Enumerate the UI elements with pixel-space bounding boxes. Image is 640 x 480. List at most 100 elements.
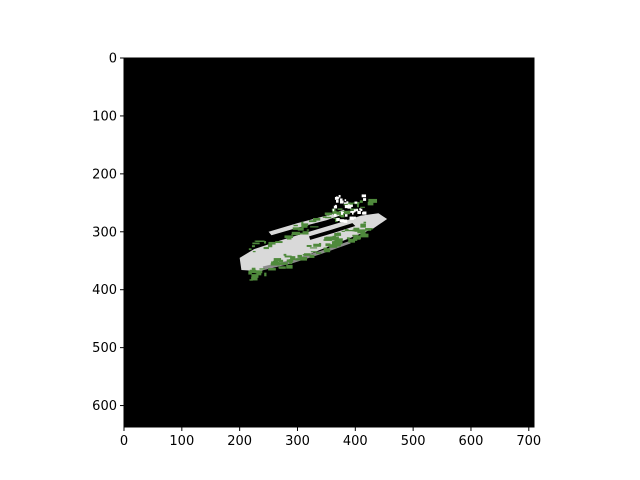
vegetation-speck	[251, 276, 258, 281]
y-tick-label: 400	[92, 283, 117, 298]
bright-speck	[362, 211, 367, 215]
bright-speck	[339, 200, 344, 204]
vegetation-speck	[333, 211, 343, 215]
y-tick-label: 300	[92, 225, 117, 240]
bright-speck	[353, 216, 356, 219]
vegetation-speck	[309, 254, 315, 258]
vegetation-speck	[352, 202, 356, 204]
bright-speck	[347, 205, 352, 209]
vegetation-speck	[297, 232, 307, 235]
vegetation-speck	[353, 227, 360, 231]
vegetation-speck	[352, 234, 359, 237]
vegetation-speck	[344, 229, 349, 231]
vegetation-speck	[306, 244, 312, 247]
vegetation-speck	[360, 206, 365, 208]
bright-speck	[333, 205, 338, 209]
vegetation-speck	[325, 243, 331, 247]
vegetation-speck	[313, 217, 321, 221]
vegetation-speck	[267, 244, 273, 248]
vegetation-speck	[324, 212, 332, 216]
vegetation-speck	[341, 230, 345, 232]
bright-speck	[340, 211, 344, 215]
vegetation-speck	[301, 221, 304, 226]
bright-speck	[347, 204, 350, 207]
vegetation-speck	[279, 266, 286, 269]
vegetation-speck	[290, 256, 296, 261]
x-tick-label: 0	[120, 434, 128, 449]
vegetation-speck	[359, 200, 363, 203]
vegetation-speck	[293, 224, 298, 227]
x-tick-label: 400	[343, 434, 368, 449]
vegetation-speck	[252, 250, 256, 253]
vegetation-speck	[309, 220, 317, 223]
vegetation-speck	[251, 245, 255, 248]
vegetation-speck	[368, 198, 378, 203]
vegetation-speck	[336, 232, 341, 236]
bright-speck	[344, 199, 347, 202]
vegetation-speck	[323, 239, 332, 241]
vegetation-speck	[360, 233, 369, 238]
vegetation-speck	[297, 227, 304, 231]
x-tick-label: 700	[516, 434, 541, 449]
vegetation-speck	[356, 203, 359, 208]
bright-speck	[361, 194, 367, 198]
bright-speck	[343, 202, 347, 204]
vegetation-speck	[365, 228, 372, 231]
vegetation-speck	[249, 269, 257, 273]
vegetation-speck	[334, 243, 341, 247]
vegetation-speck	[324, 237, 332, 241]
y-tick-label: 200	[92, 167, 117, 182]
vegetation-speck	[256, 272, 262, 276]
vegetation-speck	[289, 262, 293, 265]
bright-speck	[344, 214, 348, 217]
vegetation-speck	[302, 254, 306, 256]
vegetation-speck	[353, 237, 358, 241]
vegetation-speck	[252, 242, 260, 245]
vegetation-speck	[332, 210, 337, 215]
bright-speck	[333, 213, 337, 217]
vegetation-speck	[310, 251, 318, 253]
vegetation-speck	[249, 279, 253, 281]
vegetation-speck	[284, 235, 294, 239]
bright-speck	[354, 210, 356, 213]
vegetation-speck	[301, 224, 308, 228]
vegetation-speck	[350, 208, 357, 211]
vegetation-speck	[313, 243, 321, 247]
bright-speck	[351, 211, 354, 215]
vegetation-speck	[286, 265, 293, 269]
vegetation-speck	[251, 267, 256, 271]
vegetation-speck	[367, 201, 374, 206]
axes-frame	[123, 57, 535, 428]
bright-speck	[353, 209, 359, 211]
bright-speck	[363, 198, 367, 201]
vegetation-speck	[348, 238, 356, 243]
vegetation-speck	[310, 226, 319, 228]
vegetation-speck	[327, 213, 330, 216]
bright-speck	[359, 208, 361, 211]
y-tick-label: 100	[92, 109, 117, 124]
vegetation-speck	[363, 221, 367, 224]
vegetation-speck	[302, 231, 309, 235]
bright-speck	[343, 219, 348, 223]
vegetation-speck	[295, 258, 301, 261]
vegetation-speck	[275, 241, 283, 244]
bright-speck	[344, 205, 349, 209]
vegetation-speck	[316, 252, 322, 254]
y-tick-label: 500	[92, 341, 117, 356]
vegetation-speck	[292, 227, 302, 230]
vegetation-speck	[273, 258, 282, 262]
vegetation-speck	[333, 240, 337, 242]
y-tick-label: 600	[92, 399, 117, 414]
vegetation-speck	[269, 241, 276, 245]
x-tick-label: 600	[459, 434, 484, 449]
vegetation-speck	[259, 268, 265, 270]
vegetation-speck	[283, 253, 287, 256]
bright-speck	[346, 201, 349, 204]
bright-speck	[339, 198, 343, 201]
vegetation-speck	[353, 235, 361, 240]
bright-speck	[360, 208, 363, 212]
vegetation-speck	[291, 233, 298, 236]
vegetation-speck	[324, 248, 331, 253]
bright-speck	[339, 219, 345, 223]
